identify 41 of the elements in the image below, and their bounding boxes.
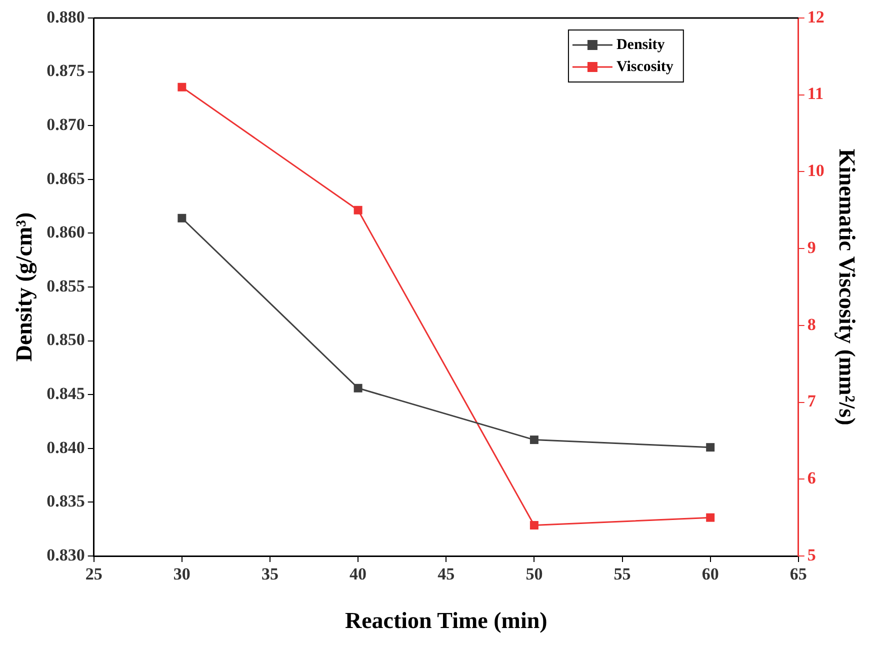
y-tick-label: 0.840 — [46, 438, 85, 457]
y2-tick-label: 7 — [807, 392, 816, 411]
x-tick-label: 50 — [526, 564, 543, 584]
y-tick-label: 0.860 — [46, 222, 85, 242]
y2-tick-label: 11 — [807, 84, 824, 104]
x-tick-label: 25 — [85, 564, 102, 584]
x-tick-label: 40 — [350, 564, 367, 584]
y-tick-label: 0.870 — [46, 114, 85, 134]
y-tick-label: 0.850 — [46, 330, 85, 350]
legend-label: Viscosity — [616, 58, 674, 75]
point — [706, 513, 715, 522]
x-tick-label: 60 — [702, 564, 719, 584]
y2-tick-label: 5 — [807, 545, 816, 564]
point — [178, 214, 186, 222]
point — [178, 82, 186, 92]
legend-label: Density — [616, 36, 666, 53]
x-tick-label: 45 — [438, 564, 455, 584]
y-axis-title: Density (g/cm³) — [12, 212, 38, 362]
y2-tick-label: 12 — [807, 7, 824, 26]
y2-tick-label: 9 — [807, 238, 816, 257]
y-tick-label: 0.855 — [46, 276, 85, 296]
point — [530, 521, 538, 530]
y-tick-label: 0.845 — [46, 384, 85, 403]
point — [354, 206, 362, 214]
x-tick-label: 65 — [790, 564, 807, 584]
point — [354, 384, 362, 392]
y-tick-label: 0.880 — [46, 7, 85, 26]
y-tick-label: 0.875 — [46, 61, 85, 80]
point — [706, 443, 715, 452]
y2-tick-label: 10 — [807, 161, 824, 180]
y-tick-label: 0.865 — [46, 168, 85, 188]
y-tick-label: 0.830 — [46, 545, 85, 564]
x-tick-label: 35 — [261, 564, 278, 584]
y2-axis-title: Kinematic Viscosity (mm²/s) — [834, 148, 860, 426]
x-axis-title: Reaction Time (min) — [344, 608, 548, 634]
y2-tick-label: 8 — [807, 314, 816, 334]
x-tick-label: 55 — [614, 564, 631, 584]
y2-tick-label: 6 — [807, 468, 816, 488]
x-tick-label: 30 — [173, 564, 190, 584]
y-tick-label: 0.835 — [46, 492, 85, 511]
point — [530, 436, 538, 444]
